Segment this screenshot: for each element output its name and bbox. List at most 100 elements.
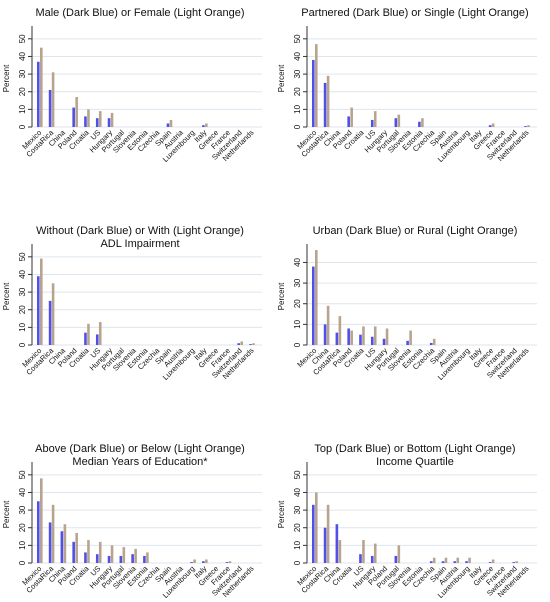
y-axis-label: Percent [2,64,11,92]
bar [326,504,330,563]
y-axis-label: Percent [277,282,286,310]
y-tick-label: 10 [293,540,302,549]
bar [397,545,401,563]
bar [406,340,409,345]
bar [323,527,327,563]
bar [512,562,516,563]
y-tick-label: 0 [293,560,302,565]
bar [312,504,315,563]
y-tick-label: 50 [18,34,27,43]
bar [84,552,87,563]
bar [394,118,398,127]
bar [72,541,75,563]
panel-title: Above (Dark Blue) or Below (Light Orange… [35,443,245,455]
panel-title: Male (Dark Blue) or Female (Light Orange… [35,7,244,19]
panel: Male (Dark Blue) or Female (Light Orange… [2,7,262,164]
bar [110,112,114,127]
bar [40,258,43,345]
bar [119,555,123,563]
y-tick-label: 0 [18,560,27,565]
bar [63,524,67,563]
bar [418,121,421,127]
bar [95,118,99,127]
panel-title: Top (Dark Blue) or Bottom (Light Orange) [314,443,515,455]
y-axis-label: Percent [277,64,286,92]
y-tick-label: 40 [293,51,302,60]
y-tick-label: 10 [18,540,27,549]
bar [40,478,43,563]
bar [394,555,398,563]
bar [315,492,318,563]
bar [468,557,471,563]
y-axis-label: Percent [2,282,11,310]
bar [362,540,365,563]
bar [249,344,252,345]
y-tick-label: 40 [293,487,302,496]
bar [107,118,111,127]
bar [107,555,111,563]
bar [40,47,43,127]
y-tick-label: 50 [18,470,27,479]
bar [453,561,457,563]
bar [432,338,436,345]
bar [205,559,208,563]
bar [37,276,40,345]
y-tick-label: 40 [18,269,27,278]
bar [98,111,102,127]
bar [315,44,318,127]
y-tick-label: 30 [18,505,27,514]
bar [134,548,137,563]
y-tick-label: 30 [293,505,302,514]
bar [312,266,315,345]
bar [409,330,412,345]
bar [202,561,205,563]
y-tick-label: 20 [293,299,302,308]
bar [491,559,495,563]
bar [444,557,448,563]
bar [524,126,527,127]
panel-title: Income Quartile [376,456,454,468]
bar [169,119,173,127]
bar [323,324,327,345]
bar [237,343,241,345]
y-tick-label: 30 [18,287,27,296]
panel-title: Without (Dark Blue) or With (Light Orang… [36,225,244,237]
bar [87,540,90,563]
bar [240,341,244,345]
bar [359,554,362,563]
bar [370,555,374,563]
bar [370,336,374,345]
y-tick-label: 20 [293,87,302,96]
panel: Partnered (Dark Blue) or Single (Light O… [277,7,537,164]
bar [87,323,90,345]
bar [87,109,90,127]
bar [335,332,339,345]
bar [338,540,342,563]
panel-title: ADL Impairment [100,238,179,250]
bar [84,332,87,345]
bar [146,552,149,563]
y-tick-label: 30 [18,69,27,78]
bar [72,107,75,127]
bar [491,123,495,127]
bar [95,334,99,345]
y-tick-label: 0 [293,124,302,129]
bar [122,547,126,563]
bar [421,118,424,127]
y-tick-label: 20 [293,523,302,532]
bar [48,522,52,563]
bar [75,97,78,127]
bar [370,119,374,127]
bar [488,125,492,127]
y-axis-label: Percent [2,500,11,528]
panel-title: Urban (Dark Blue) or Rural (Light Orange… [313,225,518,237]
bar [335,524,339,563]
y-tick-label: 0 [18,124,27,129]
y-tick-label: 30 [293,278,302,287]
bar [202,125,205,127]
y-tick-label: 20 [18,305,27,314]
panel-title: Median Years of Education* [72,456,208,468]
bar [51,72,55,127]
y-tick-label: 50 [18,252,27,261]
